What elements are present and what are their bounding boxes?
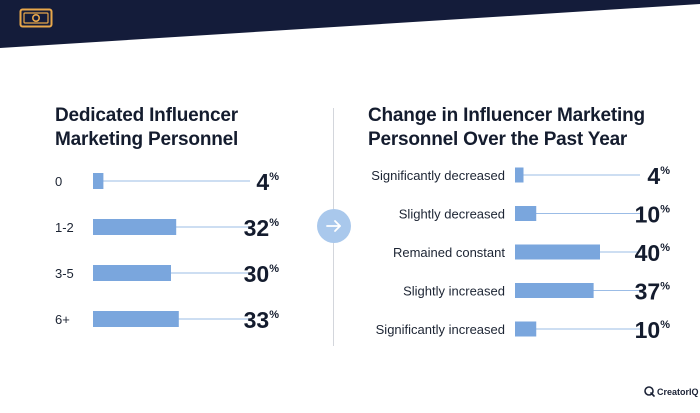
- right-category-label: Slightly decreased: [399, 207, 505, 222]
- left-unit-label: %: [269, 171, 279, 183]
- right-value-label: 10%: [635, 317, 671, 343]
- right-bar: [515, 321, 537, 337]
- top-banner-shape: [0, 0, 700, 48]
- right-category-label: Remained constant: [393, 245, 505, 260]
- money-bill-icon: [19, 8, 53, 28]
- left-category-label: 3-5: [55, 266, 74, 281]
- right-bar: [515, 283, 594, 298]
- right-unit-label: %: [660, 281, 670, 293]
- right-bar: [515, 206, 537, 221]
- right-chart-title: Change in Influencer Marketing Personnel…: [368, 105, 645, 150]
- left-unit-label: %: [269, 217, 279, 229]
- right-value-label: 4%: [647, 163, 670, 189]
- top-banner: [0, 0, 700, 48]
- left-bar-chart: 0 4%1-2 32%3-5 30%6+ 33%: [55, 169, 279, 333]
- next-arrow-button[interactable]: [317, 209, 351, 243]
- right-value-label: 10%: [635, 202, 671, 228]
- right-unit-label: %: [660, 319, 670, 331]
- right-value-label: 37%: [635, 279, 671, 305]
- brand-name: CreatorIQ: [657, 387, 699, 397]
- creatoriq-logo-icon: [644, 386, 655, 397]
- right-unit-label: %: [660, 242, 670, 254]
- right-category-label: Slightly increased: [403, 284, 505, 299]
- left-category-label: 1-2: [55, 220, 74, 235]
- right-value-label: 40%: [635, 240, 671, 266]
- left-bar: [93, 173, 104, 189]
- left-category-label: 0: [55, 174, 62, 189]
- arrow-right-icon: [326, 220, 341, 232]
- top-banner-fill: [0, 0, 700, 48]
- left-bar: [93, 311, 179, 327]
- left-category-label: 6+: [55, 312, 70, 327]
- left-bar: [93, 219, 177, 235]
- right-category-label: Significantly increased: [376, 322, 505, 337]
- right-bar: [515, 244, 600, 260]
- right-category-label: Significantly decreased: [371, 168, 505, 183]
- left-unit-label: %: [269, 263, 279, 275]
- right-unit-label: %: [660, 165, 670, 177]
- left-bar: [93, 265, 171, 281]
- right-unit-label: %: [660, 204, 670, 216]
- left-chart-title: Dedicated Influencer Marketing Personnel: [55, 105, 239, 150]
- right-bar: [515, 167, 524, 183]
- left-unit-label: %: [269, 309, 279, 321]
